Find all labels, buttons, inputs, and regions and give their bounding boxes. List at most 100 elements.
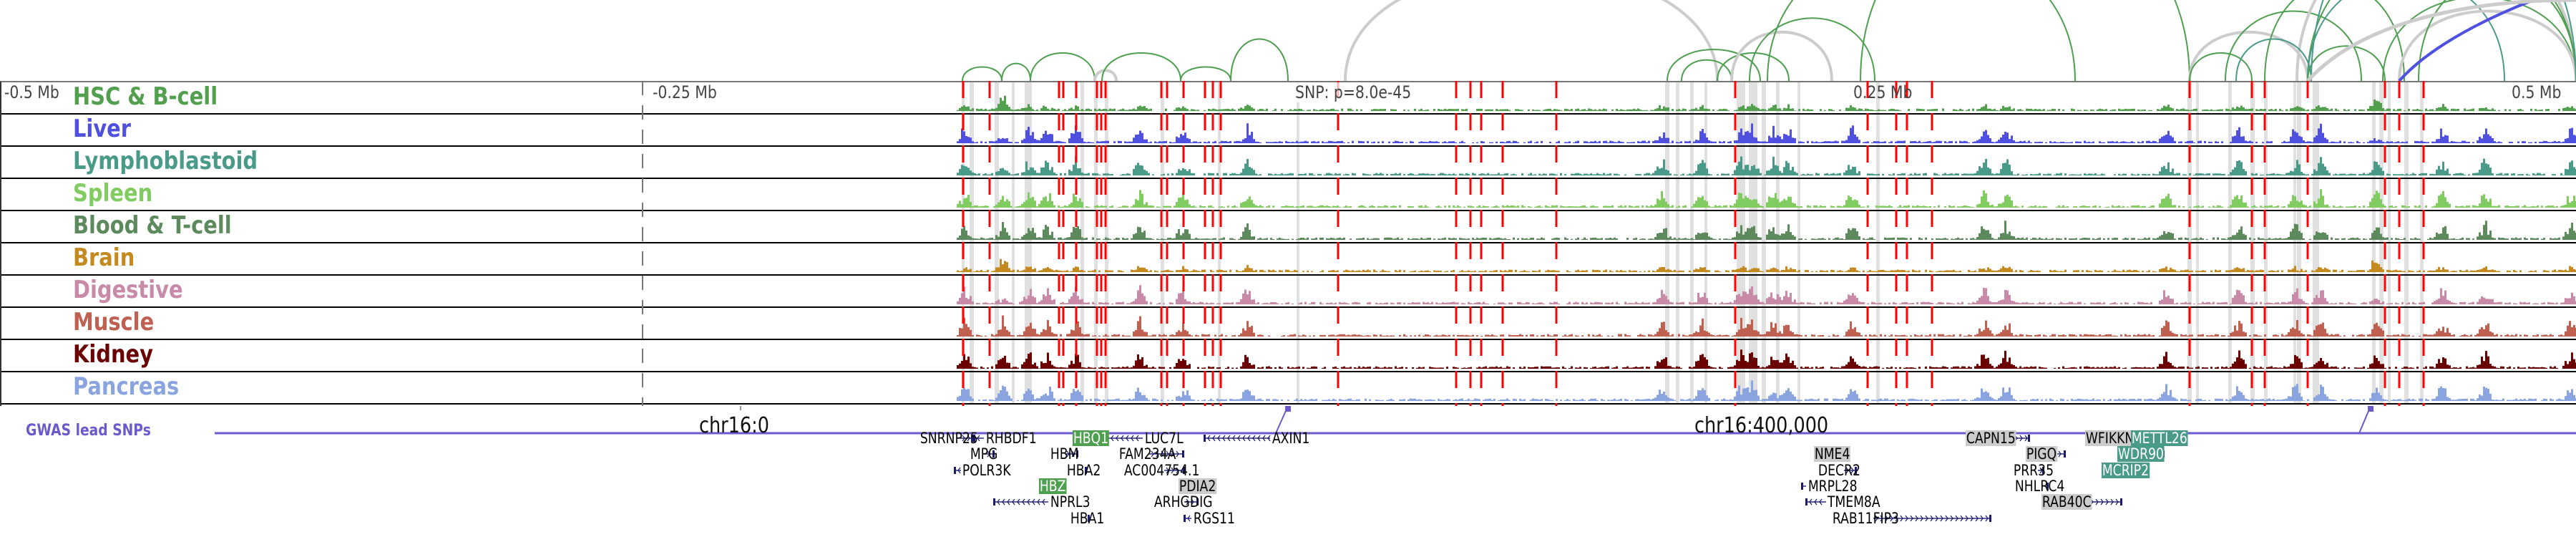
gene-label[interactable]: METTL26 (2131, 430, 2188, 447)
track-pancreas: Pancreas (1, 372, 2576, 405)
gene-label[interactable]: MRPL28 (1807, 478, 1858, 495)
strand-arrow (1980, 515, 1984, 522)
gene-label[interactable]: SNRNP25 (919, 430, 978, 447)
signal-plot (957, 147, 2576, 178)
gene-label[interactable]: ARHGDIG (1153, 493, 1213, 511)
gene-exon (971, 435, 973, 442)
gene-label[interactable]: HBA2 (1066, 462, 1101, 479)
strand-arrow (1965, 515, 1968, 522)
strand-arrow (1022, 498, 1025, 505)
strand-arrow (1136, 435, 1139, 442)
gene-label[interactable]: HBZ (1039, 478, 1067, 495)
track-brain: Brain (1, 243, 2576, 276)
strand-arrow (1037, 498, 1040, 505)
strand-arrow (1171, 467, 1174, 474)
signal-bars (957, 123, 2576, 143)
loop-arc (2418, 0, 2576, 82)
track-label: Kidney (73, 340, 154, 369)
strand-arrow (1207, 435, 1211, 442)
strand-arrow (1161, 450, 1164, 458)
strand-arrow (1222, 435, 1226, 442)
gwas-snp-marker (1285, 406, 1291, 412)
loop-arc (1730, 30, 1833, 82)
strand-arrow (1042, 498, 1045, 505)
gwas-snp-line (215, 406, 2576, 522)
strand-arrow (2024, 435, 2028, 442)
strand-arrow (1880, 515, 1883, 522)
gene-label[interactable]: HBA1 (1070, 510, 1105, 527)
loop-arc (1667, 49, 1761, 82)
strand-arrow (1890, 515, 1893, 522)
gene-exon (1076, 450, 1078, 458)
gene-label[interactable]: WDR90 (2117, 445, 2165, 463)
strand-arrow (1257, 435, 1261, 442)
gene-label[interactable]: PIGQ (2026, 445, 2058, 463)
coord-label-mid: chr16:400,000 (1694, 413, 1829, 438)
gene-label[interactable]: AXIN1 (1272, 430, 1310, 447)
gene-label[interactable]: RHBDF1 (985, 430, 1037, 447)
gene-label[interactable]: CAPN15 (1966, 430, 2016, 447)
gene-exon (1182, 450, 1184, 458)
strand-arrow (1002, 498, 1005, 505)
loop-arc (2235, 38, 2312, 82)
strand-arrow (1151, 450, 1154, 458)
gene-label[interactable]: FAM234A (1118, 445, 1176, 463)
strand-arrow (1171, 450, 1174, 458)
strand-arrow (1267, 435, 1271, 442)
strand-arrow (1945, 515, 1948, 522)
strand-arrow (1232, 435, 1236, 442)
strand-arrow (1017, 498, 1020, 505)
strand-arrow (2095, 498, 2099, 505)
gene-label[interactable]: MPG (970, 445, 998, 463)
loop-arc (2398, 9, 2576, 82)
strand-arrow (1191, 498, 1194, 505)
strand-arrow (2100, 498, 2104, 505)
loop-arc (2307, 0, 2576, 82)
gene-label[interactable]: PDIA2 (1179, 478, 1217, 495)
signal-plot (957, 179, 2576, 210)
loop-arc (2382, 0, 2576, 82)
strand-arrow (1131, 435, 1134, 442)
strand-arrow (2058, 450, 2062, 458)
signal-plot (957, 243, 2576, 274)
track-blood-t-cell: Blood & T-cell (1, 211, 2576, 243)
gene-label[interactable]: AC004754.1 (1123, 462, 1200, 479)
track-label: Digestive (73, 276, 183, 304)
track-label: Blood & T-cell (73, 211, 232, 240)
gene-exon (993, 498, 995, 505)
gene-exon (1989, 515, 1991, 522)
gene-label[interactable]: DECR2 (1818, 462, 1860, 479)
gene-label[interactable]: TMEM8A (1827, 493, 1880, 511)
strand-arrow (1252, 435, 1256, 442)
gene-exon (2042, 467, 2044, 474)
strand-arrow (1121, 435, 1124, 442)
strand-arrow (1012, 498, 1015, 505)
track-label: Pancreas (73, 372, 180, 401)
loop-arc (1749, 17, 1875, 82)
gene-label[interactable]: WFIKKN1 (2085, 430, 2143, 447)
gene-label[interactable]: NHLRC4 (2014, 478, 2065, 495)
strand-arrow (1166, 450, 1169, 458)
signal-bars (957, 315, 2576, 337)
gene-label[interactable]: RAB40C (2041, 493, 2092, 511)
gene-label[interactable]: RAB11FIP3 (1832, 510, 1899, 527)
track-digestive: Digestive (1, 276, 2576, 308)
gene-label[interactable]: POLR3K (962, 462, 1011, 479)
gene-label[interactable]: NPRL3 (1050, 493, 1091, 511)
gene-label[interactable]: RGS11 (1193, 510, 1235, 527)
gene-label[interactable]: PRR35 (2013, 462, 2054, 479)
strand-arrow (1176, 450, 1179, 458)
gene-label[interactable]: HBQ1 (1073, 430, 1109, 447)
gene-exon (954, 467, 956, 474)
strand-arrow (1176, 467, 1179, 474)
track-label: Brain (73, 243, 135, 272)
gene-label[interactable]: NME4 (1814, 445, 1851, 463)
gene-label[interactable]: HBM (1050, 445, 1079, 463)
gene-exon (2120, 498, 2122, 505)
strand-arrow (1910, 515, 1913, 522)
gene-label[interactable]: MCRIP2 (2102, 462, 2150, 479)
track-label: Muscle (73, 308, 155, 337)
gene-label[interactable]: LUC7L (1144, 430, 1184, 447)
loop-arc (1860, 0, 2190, 82)
gwas-lead-snps-label: GWAS lead SNPs (26, 422, 151, 440)
